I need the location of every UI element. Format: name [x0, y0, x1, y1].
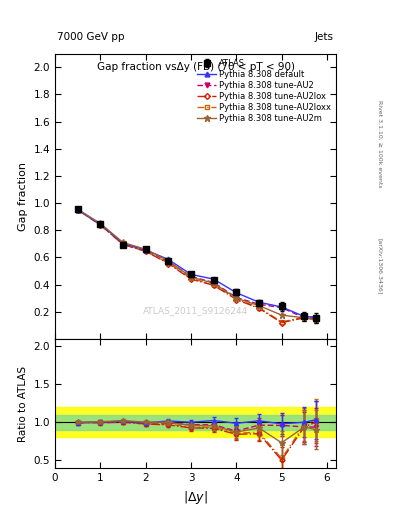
Pythia 8.308 default — [75, 207, 80, 213]
Pythia 8.308 tune-AU2m — [211, 280, 216, 286]
Pythia 8.308 default — [234, 290, 239, 296]
Pythia 8.308 tune-AU2 — [143, 247, 148, 253]
Pythia 8.308 tune-AU2lox — [98, 222, 103, 228]
Pythia 8.308 tune-AU2lox — [166, 261, 171, 267]
Pythia 8.308 tune-AU2m — [143, 246, 148, 252]
Text: [arXiv:1306.3436]: [arXiv:1306.3436] — [377, 238, 382, 294]
Y-axis label: Ratio to ATLAS: Ratio to ATLAS — [18, 366, 28, 442]
Pythia 8.308 default — [302, 313, 307, 319]
Pythia 8.308 tune-AU2 — [211, 280, 216, 286]
Line: Pythia 8.308 tune-AU2: Pythia 8.308 tune-AU2 — [75, 207, 318, 322]
Text: Rivet 3.1.10, ≥ 100k events: Rivet 3.1.10, ≥ 100k events — [377, 99, 382, 187]
Pythia 8.308 tune-AU2loxx — [143, 248, 148, 254]
Pythia 8.308 tune-AU2m — [257, 303, 261, 309]
Pythia 8.308 tune-AU2lox — [143, 248, 148, 254]
Pythia 8.308 tune-AU2m — [121, 240, 125, 246]
Pythia 8.308 tune-AU2lox — [211, 282, 216, 288]
Pythia 8.308 default — [98, 221, 103, 227]
Pythia 8.308 tune-AU2lox — [302, 315, 307, 321]
Pythia 8.308 tune-AU2m — [279, 312, 284, 318]
Pythia 8.308 tune-AU2m — [313, 317, 318, 323]
Pythia 8.308 tune-AU2loxx — [257, 305, 261, 311]
Pythia 8.308 tune-AU2loxx — [166, 260, 171, 266]
Pythia 8.308 tune-AU2 — [313, 316, 318, 322]
Pythia 8.308 tune-AU2 — [189, 273, 193, 280]
Pythia 8.308 tune-AU2 — [302, 315, 307, 321]
Pythia 8.308 default — [143, 247, 148, 253]
Text: 7000 GeV pp: 7000 GeV pp — [57, 32, 125, 42]
Pythia 8.308 tune-AU2 — [121, 241, 125, 247]
Legend: ATLAS, Pythia 8.308 default, Pythia 8.308 tune-AU2, Pythia 8.308 tune-AU2lox, Py: ATLAS, Pythia 8.308 default, Pythia 8.30… — [195, 56, 334, 125]
Pythia 8.308 tune-AU2lox — [279, 319, 284, 326]
Pythia 8.308 tune-AU2 — [257, 301, 261, 307]
Pythia 8.308 tune-AU2lox — [313, 315, 318, 321]
Pythia 8.308 tune-AU2lox — [234, 296, 239, 303]
Pythia 8.308 tune-AU2m — [75, 206, 80, 212]
Pythia 8.308 tune-AU2loxx — [189, 275, 193, 282]
X-axis label: $|\Delta y|$: $|\Delta y|$ — [183, 489, 208, 506]
Y-axis label: Gap fraction: Gap fraction — [18, 162, 28, 231]
Pythia 8.308 tune-AU2m — [234, 295, 239, 301]
Text: ATLAS_2011_S9126244: ATLAS_2011_S9126244 — [143, 306, 248, 315]
Pythia 8.308 tune-AU2 — [166, 259, 171, 265]
Pythia 8.308 tune-AU2 — [234, 294, 239, 301]
Pythia 8.308 default — [279, 304, 284, 310]
Pythia 8.308 tune-AU2 — [98, 221, 103, 227]
Line: Pythia 8.308 tune-AU2m: Pythia 8.308 tune-AU2m — [75, 206, 319, 323]
Pythia 8.308 default — [189, 271, 193, 278]
Pythia 8.308 default — [211, 276, 216, 282]
Pythia 8.308 tune-AU2lox — [121, 242, 125, 248]
Pythia 8.308 tune-AU2m — [189, 274, 193, 280]
Pythia 8.308 tune-AU2lox — [257, 305, 261, 311]
Pythia 8.308 tune-AU2loxx — [234, 296, 239, 302]
Pythia 8.308 tune-AU2loxx — [279, 319, 284, 325]
Pythia 8.308 tune-AU2 — [279, 305, 284, 311]
Pythia 8.308 tune-AU2lox — [189, 276, 193, 282]
Pythia 8.308 tune-AU2m — [98, 220, 103, 226]
Pythia 8.308 default — [121, 240, 125, 246]
Pythia 8.308 default — [313, 314, 318, 320]
Text: Jets: Jets — [315, 32, 334, 42]
Pythia 8.308 tune-AU2lox — [75, 207, 80, 213]
Pythia 8.308 tune-AU2loxx — [211, 282, 216, 288]
Pythia 8.308 default — [166, 257, 171, 263]
Pythia 8.308 default — [257, 299, 261, 305]
Pythia 8.308 tune-AU2loxx — [313, 314, 318, 320]
Pythia 8.308 tune-AU2 — [75, 207, 80, 213]
Pythia 8.308 tune-AU2loxx — [121, 242, 125, 248]
Pythia 8.308 tune-AU2m — [302, 315, 307, 321]
Line: Pythia 8.308 tune-AU2lox: Pythia 8.308 tune-AU2lox — [75, 208, 318, 325]
Line: Pythia 8.308 default: Pythia 8.308 default — [75, 207, 318, 319]
Pythia 8.308 tune-AU2loxx — [302, 314, 307, 320]
Line: Pythia 8.308 tune-AU2loxx: Pythia 8.308 tune-AU2loxx — [75, 208, 318, 324]
Text: Gap fraction vsΔy (FB) (70 < pT < 90): Gap fraction vsΔy (FB) (70 < pT < 90) — [97, 62, 294, 72]
Pythia 8.308 tune-AU2m — [166, 258, 171, 264]
Pythia 8.308 tune-AU2loxx — [98, 222, 103, 228]
Pythia 8.308 tune-AU2loxx — [75, 207, 80, 213]
